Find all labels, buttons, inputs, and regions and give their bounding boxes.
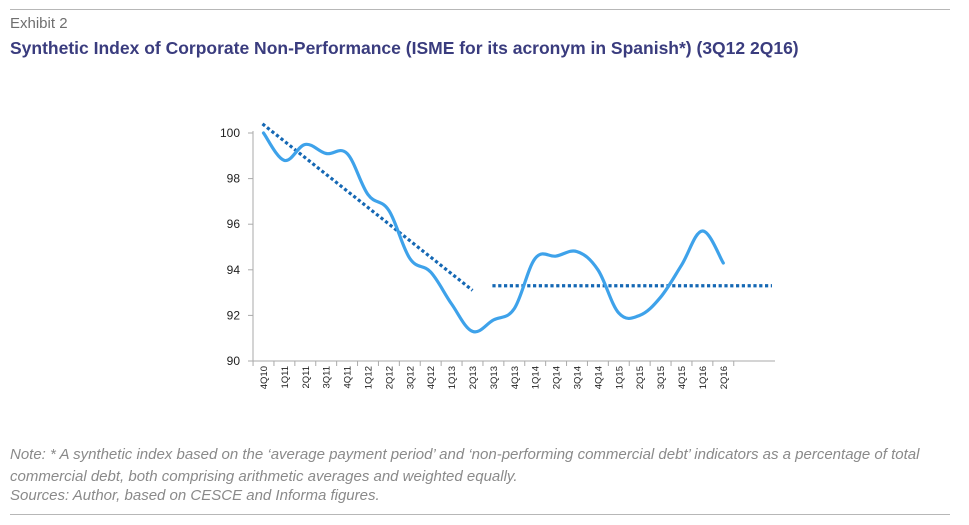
x-tick-label: 1Q12: [364, 366, 375, 389]
x-tick-label: 3Q13: [489, 366, 500, 389]
x-tick-label: 3Q12: [405, 366, 416, 389]
footnote: Note: * A synthetic index based on the ‘…: [10, 446, 920, 485]
x-tick-label: 1Q13: [447, 366, 458, 389]
x-tick-label: 4Q12: [426, 366, 437, 389]
trend-lines: [261, 122, 772, 292]
x-tick-label: 3Q15: [656, 366, 667, 389]
x-tick-label: 4Q13: [510, 366, 521, 389]
exhibit-label: Exhibit 2: [10, 15, 68, 32]
x-tick-label: 4Q10: [259, 366, 270, 389]
y-tick-label: 94: [227, 263, 241, 277]
x-tick-label: 1Q14: [531, 366, 542, 389]
series-line: [261, 131, 725, 334]
x-tick-label: 2Q12: [384, 366, 395, 389]
top-rule: [10, 9, 950, 10]
trend-line-declining: [261, 122, 474, 292]
sources-line: Sources: Author, based on CESCE and Info…: [10, 487, 380, 504]
x-tick-label: 3Q11: [322, 366, 333, 389]
x-tick-label: 2Q11: [301, 366, 312, 389]
x-tick-label: 4Q11: [343, 366, 354, 389]
x-tick-label: 2Q13: [468, 366, 479, 389]
x-tick-label: 1Q11: [280, 366, 291, 389]
x-tick-label: 4Q15: [677, 366, 688, 389]
bottom-rule: [10, 514, 950, 515]
x-tick-label: 1Q16: [698, 366, 709, 389]
y-tick-label: 92: [227, 308, 241, 322]
x-tick-label: 2Q14: [552, 366, 563, 389]
chart-axes: [248, 131, 775, 366]
y-tick-label: 100: [220, 126, 240, 140]
y-tick-labels: 100 98 96 94 92 90: [220, 126, 240, 368]
x-tick-label: 4Q14: [593, 366, 604, 389]
x-tick-label: 2Q16: [719, 366, 730, 389]
x-tick-label: 1Q15: [614, 366, 625, 389]
y-tick-label: 90: [227, 354, 241, 368]
series-lines: [261, 131, 725, 334]
x-tick-label: 3Q14: [573, 366, 584, 389]
chart-title: Synthetic Index of Corporate Non-Perform…: [10, 38, 799, 58]
x-tick-label: 2Q15: [635, 366, 646, 389]
y-tick-label: 96: [227, 217, 241, 231]
x-tick-labels: 4Q10 1Q11 2Q11 3Q11 4Q11 1Q12 2Q12 3Q12 4Q12 1Q13…: [259, 366, 730, 389]
y-tick-label: 98: [227, 172, 241, 186]
